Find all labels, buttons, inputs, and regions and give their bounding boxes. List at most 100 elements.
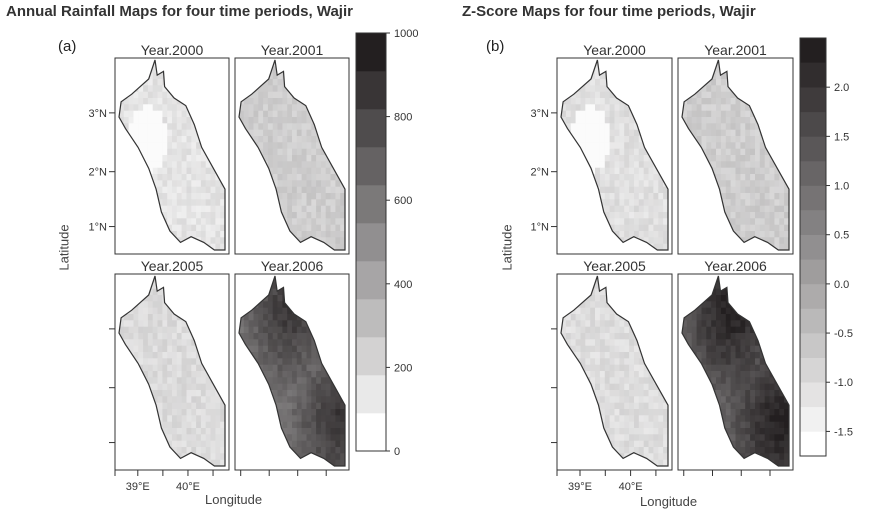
map-cell — [638, 193, 645, 200]
map-cell — [167, 326, 173, 334]
map-cell — [696, 333, 702, 340]
map-cell — [716, 282, 722, 290]
map-cell — [648, 161, 654, 169]
map-cell — [619, 110, 625, 118]
map-cell — [311, 377, 317, 385]
map-cell — [590, 85, 596, 93]
map-cell — [181, 142, 187, 150]
map-cell — [643, 199, 650, 207]
map-cell — [609, 161, 615, 169]
map-cell — [643, 453, 650, 461]
map-cell — [325, 237, 331, 245]
map-cell — [330, 205, 336, 213]
map-cell — [292, 428, 298, 435]
map-cell — [220, 415, 225, 423]
map-cell — [750, 205, 756, 213]
map-cell — [272, 371, 278, 378]
map-cell — [653, 440, 659, 448]
map-cell — [263, 320, 269, 328]
map-cell — [614, 193, 620, 200]
map-cell — [580, 123, 586, 131]
map-cell — [619, 104, 625, 112]
map-cell — [296, 218, 303, 226]
map-cell — [706, 314, 712, 321]
map-cell — [764, 174, 771, 181]
map-cell — [162, 104, 168, 112]
map-cell — [172, 383, 178, 391]
map-cell — [745, 326, 751, 334]
map-cell — [595, 98, 601, 105]
map-cell — [147, 295, 154, 302]
map-cell — [643, 447, 650, 454]
map-cell — [172, 421, 178, 429]
map-cell — [720, 104, 727, 112]
map-cell — [128, 123, 134, 131]
map-cell — [750, 180, 756, 188]
map-cell — [296, 339, 303, 347]
map-cell — [176, 440, 183, 448]
map-cell — [220, 453, 225, 461]
map-cell — [172, 396, 178, 404]
map-cell — [663, 237, 668, 245]
map-cell — [282, 421, 288, 429]
map-cell — [604, 98, 611, 105]
subplot-title: Year.2005 — [141, 258, 204, 274]
map-cell — [258, 110, 264, 118]
map-cell — [604, 167, 611, 175]
map-cell — [716, 136, 722, 143]
map-cell — [599, 167, 606, 175]
map-cell — [320, 415, 327, 423]
map-cell — [277, 199, 283, 207]
map-cell — [570, 110, 577, 118]
map-cell — [301, 123, 307, 131]
map-cell — [287, 358, 293, 366]
map-cell — [316, 148, 322, 156]
map-cell — [176, 167, 183, 175]
map-cell — [682, 333, 688, 340]
map-cell — [301, 117, 307, 124]
map-cell — [750, 129, 756, 137]
map-cell — [320, 428, 327, 435]
map-cell — [614, 415, 620, 423]
map-cell — [220, 409, 225, 416]
map-cell — [648, 402, 654, 410]
map-cell — [196, 371, 202, 378]
map-cell — [614, 155, 620, 162]
map-cell — [196, 377, 202, 385]
map-cell — [624, 161, 630, 169]
map-cell — [152, 282, 158, 290]
map-cell — [267, 364, 274, 372]
map-cell — [325, 231, 331, 238]
map-cell — [172, 117, 178, 124]
map-cell — [609, 314, 615, 321]
map-cell — [720, 123, 727, 131]
map-cell — [186, 148, 192, 156]
map-cell — [248, 345, 254, 353]
map-cell — [720, 301, 727, 309]
map-cell — [157, 117, 163, 124]
map-cell — [634, 174, 640, 181]
map-cell — [123, 98, 130, 105]
map-cell — [176, 326, 183, 334]
map-cell — [181, 415, 187, 423]
map-cell — [716, 155, 722, 162]
map-cell — [648, 224, 654, 232]
map-cell — [186, 136, 192, 143]
map-cell — [634, 364, 640, 372]
map-cell — [784, 193, 789, 200]
map-cell — [604, 199, 611, 207]
map-cell — [316, 199, 322, 207]
map-cell — [725, 85, 732, 93]
map-cell — [740, 110, 746, 118]
colorbar-band — [356, 413, 386, 452]
map-cell — [196, 409, 202, 416]
map-cell — [196, 205, 202, 213]
map-cell — [725, 136, 732, 143]
map-cell — [624, 409, 630, 416]
map-cell — [755, 199, 761, 207]
map-cell — [272, 79, 278, 86]
map-cell — [316, 174, 322, 181]
map-cell — [725, 110, 732, 118]
map-cell — [301, 383, 307, 391]
